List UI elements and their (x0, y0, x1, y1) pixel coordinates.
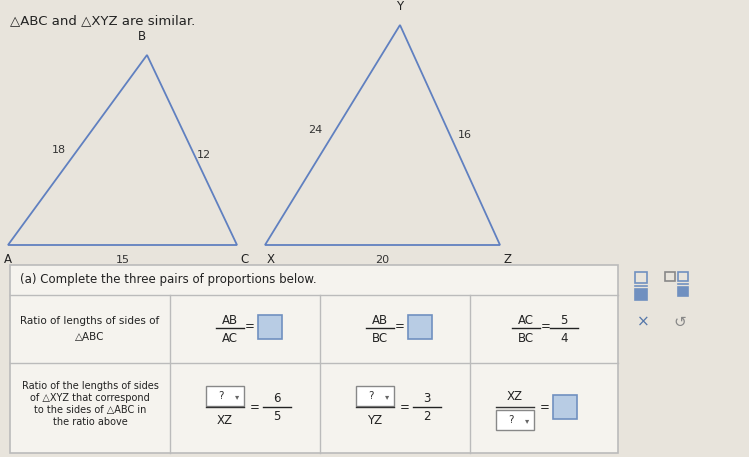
Text: ↺: ↺ (673, 315, 686, 330)
Text: △ABC: △ABC (75, 332, 105, 342)
Bar (10, 265, 618, 453)
Text: ?: ? (218, 391, 224, 401)
Text: 15: 15 (115, 255, 130, 265)
Text: Y: Y (396, 0, 404, 13)
Text: ▾: ▾ (385, 393, 389, 402)
Text: ?: ? (369, 391, 374, 401)
Text: 24: 24 (309, 125, 323, 135)
Text: B: B (138, 30, 146, 43)
Text: YZ: YZ (368, 414, 383, 427)
Bar (408, 315, 432, 339)
Text: 2: 2 (423, 410, 431, 424)
Text: X: X (267, 253, 275, 266)
Bar (635, 289, 647, 300)
Text: 4: 4 (560, 331, 568, 345)
Text: BC: BC (518, 331, 534, 345)
Text: C: C (240, 253, 248, 266)
Bar (206, 386, 244, 406)
Text: Ratio of lengths of sides of: Ratio of lengths of sides of (20, 316, 160, 326)
Bar (258, 315, 282, 339)
Text: XZ: XZ (217, 414, 233, 427)
Text: ▾: ▾ (525, 416, 529, 425)
Text: ▾: ▾ (235, 393, 239, 402)
Text: 16: 16 (458, 130, 472, 140)
Text: of △XYZ that correspond: of △XYZ that correspond (30, 393, 150, 403)
Text: A: A (4, 253, 12, 266)
Text: =: = (245, 320, 255, 334)
Text: Z: Z (503, 253, 511, 266)
Text: ?: ? (509, 415, 514, 425)
Text: AB: AB (222, 314, 238, 326)
Text: 5: 5 (560, 314, 568, 326)
Bar (553, 395, 577, 419)
Bar (665, 272, 675, 281)
Bar (678, 272, 688, 281)
Text: 12: 12 (197, 150, 211, 160)
Text: BC: BC (372, 331, 388, 345)
Text: =: = (541, 320, 551, 334)
Text: Ratio of the lengths of sides: Ratio of the lengths of sides (22, 381, 159, 391)
Bar (678, 287, 688, 296)
Text: 3: 3 (423, 393, 431, 405)
Text: AC: AC (518, 314, 534, 326)
Text: 5: 5 (273, 410, 281, 424)
Text: (a) Complete the three pairs of proportions below.: (a) Complete the three pairs of proporti… (20, 273, 317, 286)
Bar (496, 410, 534, 430)
Text: ×: × (637, 315, 649, 330)
Text: △ABC and △XYZ are similar.: △ABC and △XYZ are similar. (10, 14, 195, 27)
Text: 18: 18 (52, 145, 65, 155)
Bar (635, 272, 647, 283)
Text: =: = (540, 402, 550, 414)
Text: XZ: XZ (507, 389, 523, 403)
Text: the ratio above: the ratio above (52, 417, 127, 427)
Text: 6: 6 (273, 393, 281, 405)
Text: =: = (400, 402, 410, 414)
Text: AB: AB (372, 314, 388, 326)
Text: 20: 20 (375, 255, 389, 265)
Text: =: = (395, 320, 405, 334)
Text: =: = (250, 402, 260, 414)
Text: to the sides of △ABC in: to the sides of △ABC in (34, 405, 146, 415)
Bar (356, 386, 394, 406)
Text: AC: AC (222, 331, 238, 345)
